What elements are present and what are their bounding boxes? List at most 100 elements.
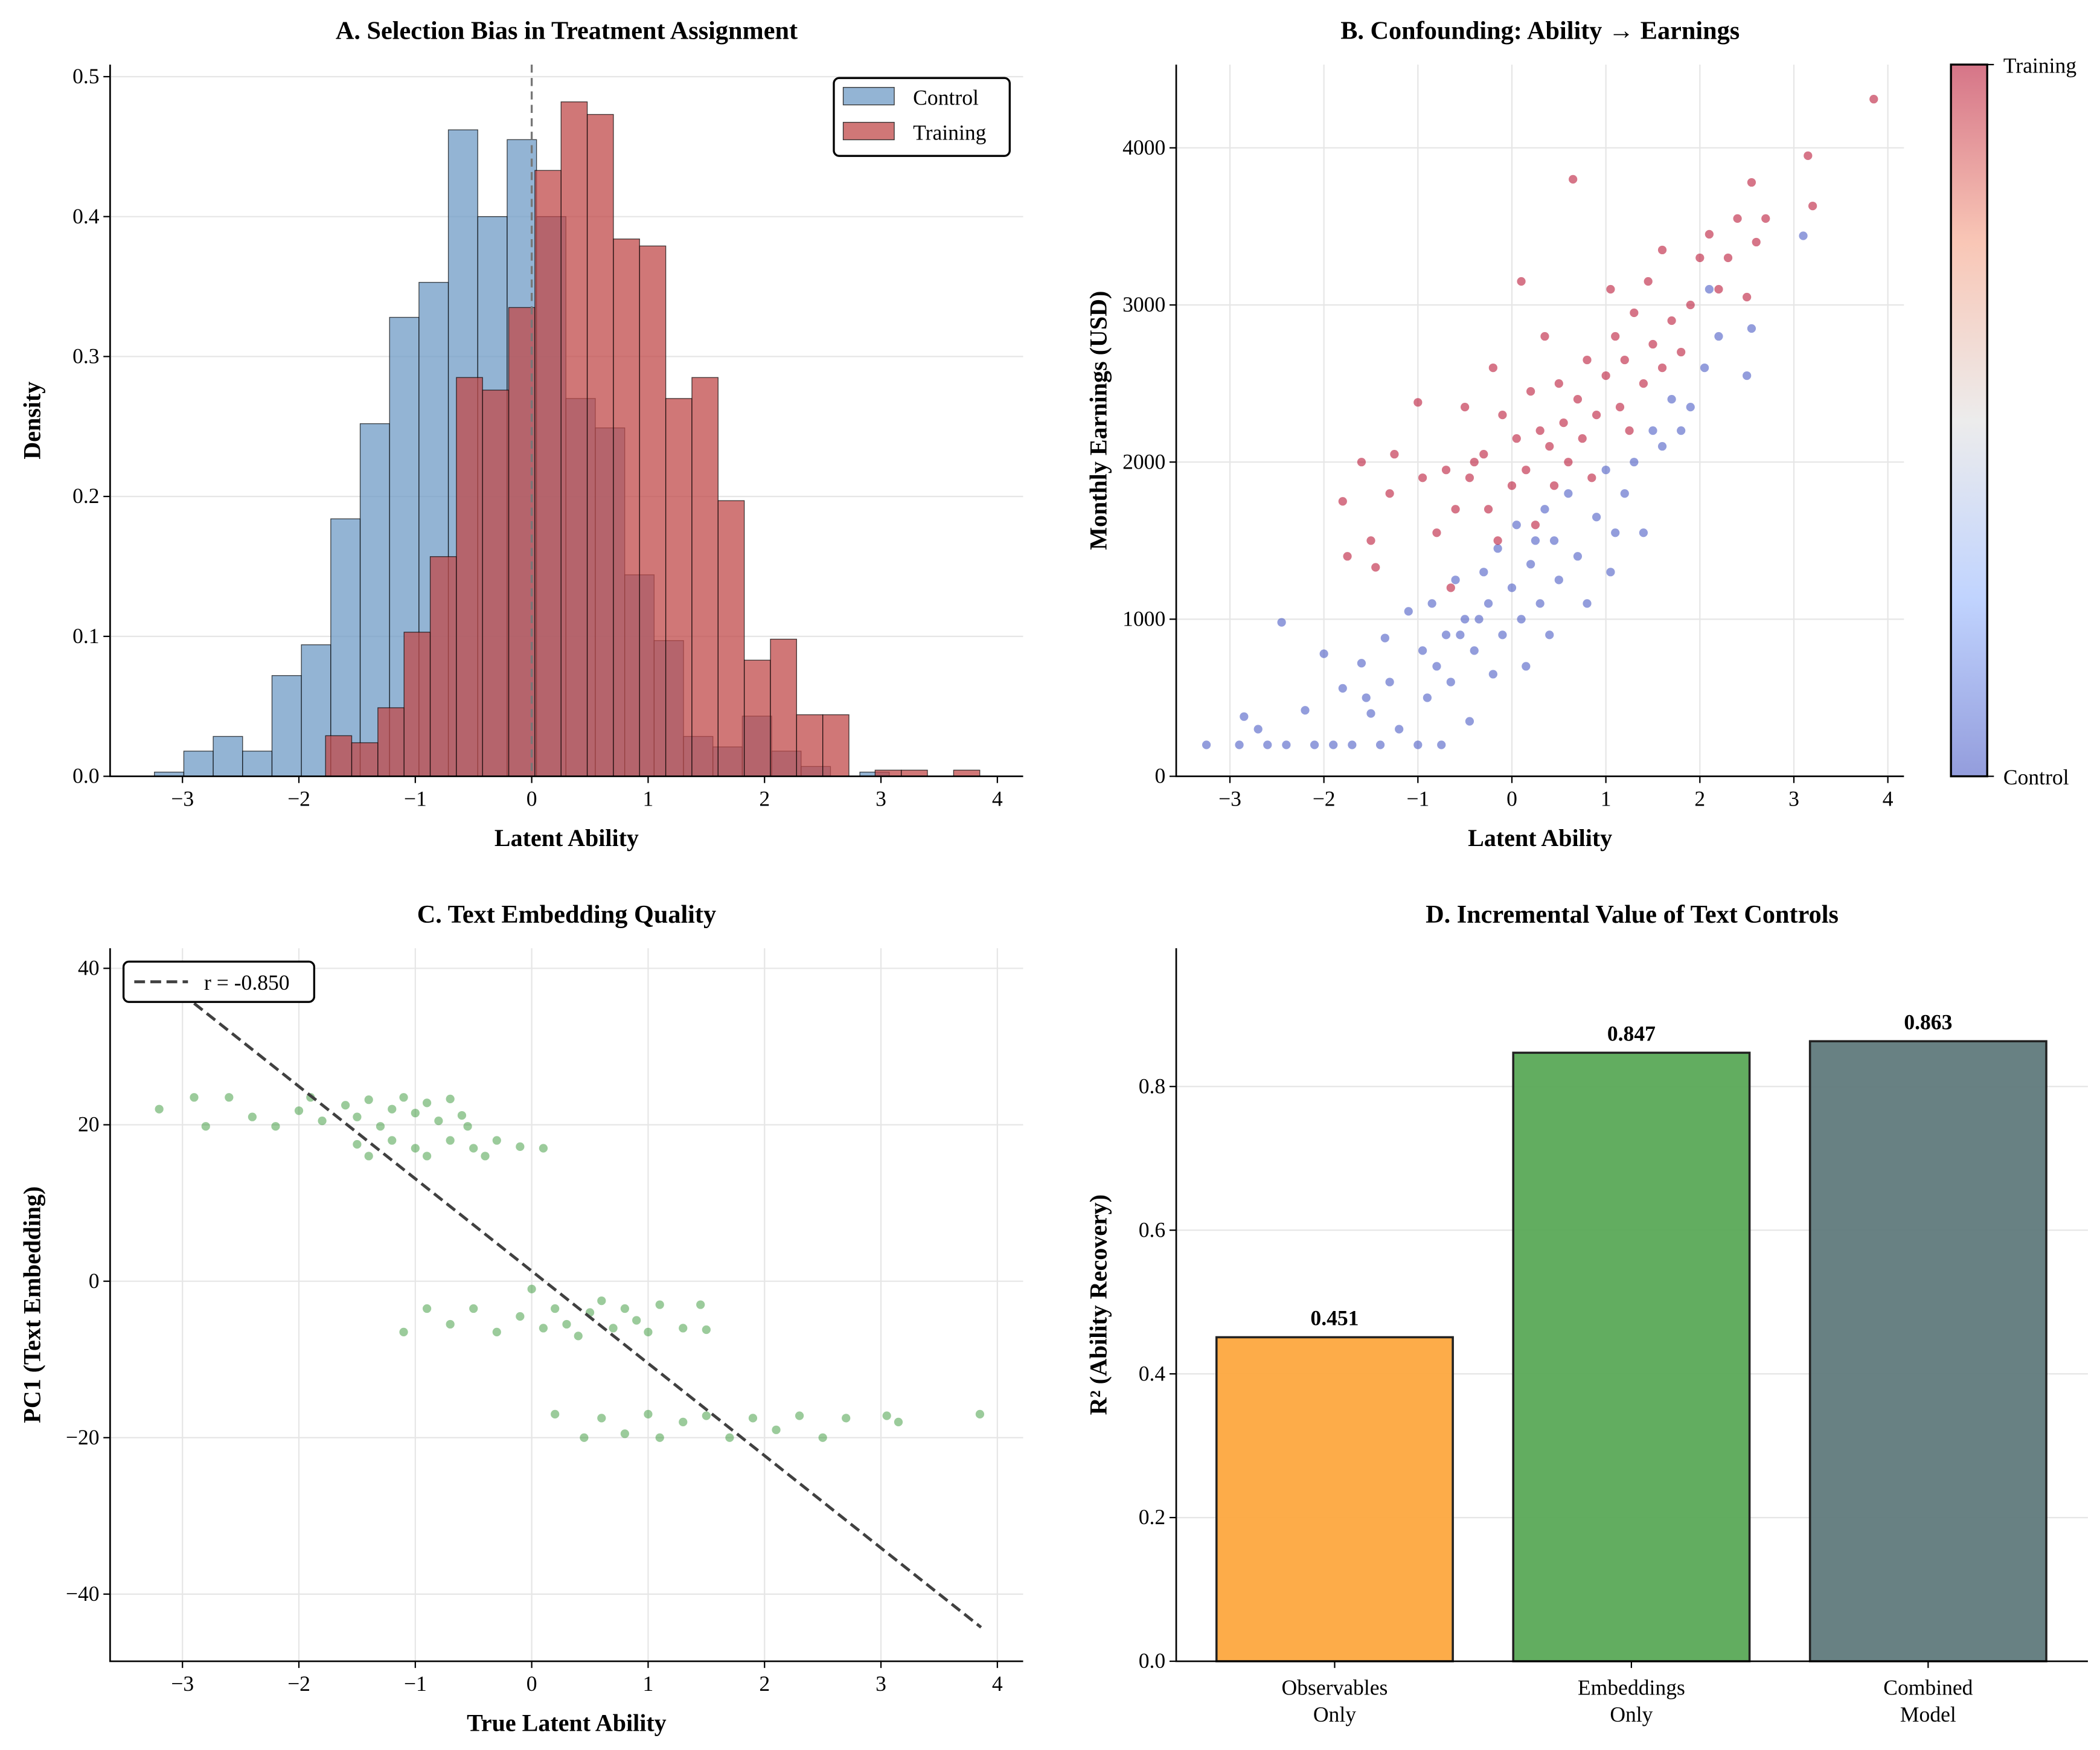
scatter-point-training <box>1573 394 1583 404</box>
x-tick-label: 4 <box>1883 786 1894 810</box>
scatter-point-training <box>1526 386 1535 396</box>
scatter-point-control <box>1493 544 1502 553</box>
scatter-point-control <box>1465 717 1474 726</box>
scatter-point-control <box>1362 693 1371 702</box>
y-tick-label: 0.2 <box>1139 1505 1165 1529</box>
scatter-point-training <box>1432 528 1441 537</box>
scatter-point-control <box>1319 649 1328 658</box>
chart-title: A. Selection Bias in Treatment Assignmen… <box>336 17 798 45</box>
x-tick-label: −2 <box>1313 786 1336 810</box>
scatter-point-control <box>1366 709 1375 718</box>
scatter-point-training <box>1569 175 1578 184</box>
scatter-point-training <box>1549 481 1559 490</box>
scatter-point-training <box>1705 229 1714 239</box>
x-tick-label: 0 <box>527 786 537 810</box>
scatter-point-control <box>1375 740 1385 749</box>
scatter-point-training <box>1343 552 1352 561</box>
scatter-point-training <box>1413 398 1423 407</box>
histogram-bar-training <box>613 239 640 777</box>
histogram-bar-training <box>743 659 771 777</box>
scatter-point <box>469 1304 478 1313</box>
scatter-point-control <box>1705 284 1714 294</box>
scatter-point-training <box>1615 403 1625 412</box>
histogram-bar-control <box>183 751 214 777</box>
scatter-point <box>539 1324 548 1333</box>
scatter-point-control <box>1456 630 1465 639</box>
scatter-point-training <box>1446 583 1455 592</box>
scatter-point-training <box>1517 277 1526 286</box>
scatter-point <box>516 1142 525 1152</box>
scatter-point <box>446 1136 455 1145</box>
scatter-point-training <box>1578 434 1587 443</box>
scatter-point <box>353 1112 362 1121</box>
scatter-point-control <box>1451 575 1460 585</box>
panel-d-bar: 0.451ObservablesOnly0.847EmbeddingsOnly0… <box>1084 900 2088 1726</box>
legend-label: Control <box>913 86 979 110</box>
colorbar-top-label: Training <box>2003 53 2076 77</box>
scatter-point-training <box>1714 284 1723 294</box>
scatter-point-training <box>1723 253 1733 263</box>
scatter-point-training <box>1479 450 1488 459</box>
y-tick-label: 0 <box>1154 764 1165 788</box>
histogram-bar-training <box>325 735 353 777</box>
x-tick-label: 1 <box>643 786 654 810</box>
y-tick-label: 0.4 <box>72 204 100 228</box>
scatter-point-training <box>1601 371 1610 380</box>
histogram-bar-training <box>586 114 614 777</box>
scatter-point-training <box>1644 277 1653 286</box>
scatter-point <box>376 1122 385 1131</box>
histogram-bar-control <box>271 675 302 777</box>
scatter-point-control <box>1743 371 1752 380</box>
histogram-bar-training <box>665 398 693 777</box>
scatter-point <box>155 1104 164 1114</box>
y-tick-label: −20 <box>66 1425 100 1449</box>
x-tick-label: −1 <box>404 786 427 810</box>
histogram-bar-training <box>377 707 405 777</box>
scatter-point-training <box>1564 458 1573 467</box>
x-tick-label: −2 <box>287 1671 310 1696</box>
y-tick-label: 0.0 <box>1139 1649 1165 1673</box>
y-tick-label: 0.0 <box>72 764 99 788</box>
histogram-bar-training <box>429 556 457 777</box>
scatter-point <box>225 1093 234 1102</box>
scatter-point-control <box>1404 607 1413 616</box>
legend: Control Training <box>833 77 1011 157</box>
colorbar: Training Control <box>1950 53 2076 789</box>
scatter-point-control <box>1446 678 1455 687</box>
x-tick-label: Observables <box>1282 1676 1388 1700</box>
scatter-point-training <box>1451 505 1460 514</box>
panel-a-histogram: −3 −2 −1 0 1 2 3 4 0.0 0.1 0.2 0.3 0.4 0.5 A. Selectio… <box>19 17 1023 851</box>
scatter-point-training <box>1554 379 1563 388</box>
scatter-point-training <box>1512 434 1521 443</box>
scatter-point <box>527 1284 536 1293</box>
y-tick-label: 4000 <box>1122 135 1165 159</box>
scatter-point-control <box>1639 528 1648 537</box>
scatter-point <box>882 1411 891 1420</box>
scatter-point-control <box>1526 560 1535 569</box>
x-tick-label: 0 <box>1506 786 1517 810</box>
y-tick-label: 1000 <box>1122 606 1165 630</box>
scatter-point <box>539 1144 548 1153</box>
scatter-point <box>481 1152 490 1161</box>
scatter-point-control <box>1474 615 1484 624</box>
chart-title: D. Incremental Value of Text Controls <box>1426 900 1839 929</box>
scatter-point-control <box>1549 536 1559 545</box>
scatter-point <box>457 1111 467 1120</box>
scatter-point-control <box>1253 725 1263 734</box>
scatter-point <box>469 1144 478 1153</box>
scatter-point <box>446 1094 455 1103</box>
x-tick-label: Only <box>1313 1702 1356 1726</box>
histogram-bar-training <box>717 500 745 777</box>
y-axis-label: R² (Ability Recovery) <box>1084 1194 1112 1415</box>
x-tick-label: Embeddings <box>1578 1676 1685 1700</box>
scatter-point <box>364 1152 373 1161</box>
x-tick-label: −1 <box>1406 786 1429 810</box>
bar-value-label: 0.863 <box>1904 1010 1952 1034</box>
legend-box <box>122 960 316 1003</box>
x-axis-label: Latent Ability <box>1468 824 1612 851</box>
scatter-point-control <box>1601 466 1610 475</box>
scatter-point-training <box>1657 245 1667 255</box>
bar <box>1215 1336 1454 1662</box>
scatter-point-training <box>1507 481 1517 490</box>
scatter-point <box>364 1095 373 1104</box>
